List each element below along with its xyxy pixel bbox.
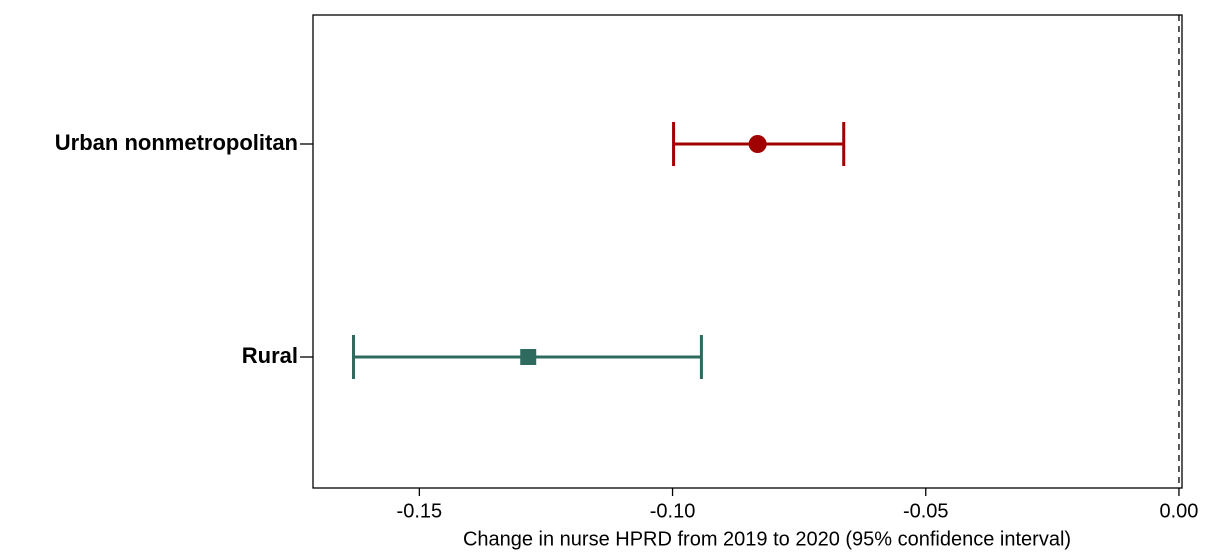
x-tick-label: -0.05 xyxy=(903,500,949,522)
y-tick-label: Urban nonmetropolitan xyxy=(55,130,298,155)
point xyxy=(520,349,537,365)
x-tick-label: 0.00 xyxy=(1159,500,1198,522)
point xyxy=(748,135,767,153)
plot-frame xyxy=(312,14,1183,489)
y-tick-label: Rural xyxy=(242,343,298,368)
x-tick-label: -0.15 xyxy=(397,500,443,522)
x-tick-label: -0.10 xyxy=(650,500,696,522)
x-axis-label: Change in nurse HPRD from 2019 to 2020 (… xyxy=(463,528,1071,550)
